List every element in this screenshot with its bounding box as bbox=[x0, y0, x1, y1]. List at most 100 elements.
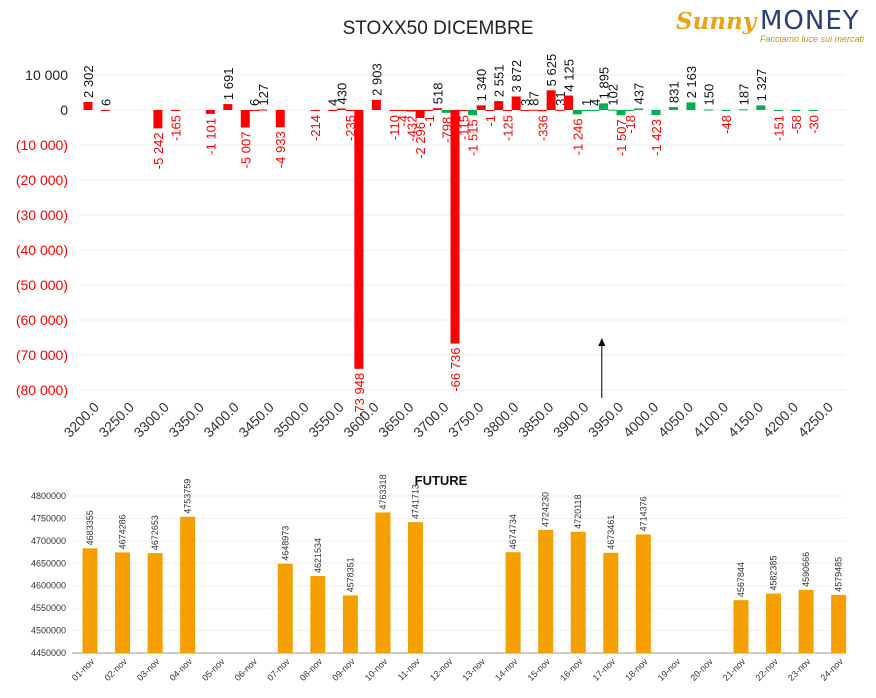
x-tick-label: 21-nov bbox=[721, 656, 748, 683]
future-bar bbox=[375, 512, 391, 653]
bar bbox=[240, 110, 250, 128]
bar-label: 1 691 bbox=[221, 68, 236, 101]
bar-label: -30 bbox=[806, 115, 821, 134]
future-bar-label: 4683355 bbox=[85, 510, 95, 545]
x-tick-label: 19-nov bbox=[656, 656, 683, 683]
future-bar-label: 4590666 bbox=[801, 552, 811, 587]
bar-label: -58 bbox=[789, 115, 804, 134]
bar bbox=[625, 110, 635, 111]
x-tick-label: 24-nov bbox=[819, 656, 846, 683]
future-bar bbox=[82, 548, 98, 653]
y-tick-label: 4800000 bbox=[31, 491, 66, 501]
bar bbox=[599, 103, 609, 110]
future-bar bbox=[831, 594, 847, 653]
x-tick-label: 11-nov bbox=[396, 656, 422, 682]
bar-label: -432 bbox=[404, 116, 419, 142]
bar bbox=[336, 108, 346, 110]
future-bar-label: 4582385 bbox=[769, 556, 779, 591]
y-tick-label: (50 000) bbox=[16, 277, 68, 293]
bar bbox=[756, 105, 766, 110]
future-bar-label: 4673461 bbox=[606, 515, 616, 550]
bar bbox=[607, 109, 617, 111]
bar bbox=[572, 110, 582, 115]
future-bar bbox=[180, 516, 196, 653]
future-title: FUTURE bbox=[415, 473, 468, 488]
bar bbox=[537, 110, 547, 112]
future-bar-label: 4674286 bbox=[118, 514, 128, 549]
bar bbox=[564, 95, 574, 110]
bar bbox=[345, 110, 355, 111]
bar bbox=[590, 109, 600, 111]
bar-label: 2 551 bbox=[492, 65, 507, 98]
y-tick-label: (20 000) bbox=[16, 172, 68, 188]
bar-label: 1 340 bbox=[474, 69, 489, 102]
bar-label: 4 bbox=[326, 99, 341, 106]
bar bbox=[494, 101, 504, 110]
bar-label: 1 327 bbox=[754, 69, 769, 102]
x-tick-label: 07-nov bbox=[265, 656, 292, 683]
bar-label: 430 bbox=[334, 83, 349, 105]
future-bar-label: 4674734 bbox=[508, 514, 518, 549]
bar bbox=[424, 110, 434, 111]
bar-label: 518 bbox=[431, 82, 446, 104]
bar bbox=[170, 110, 180, 111]
bar bbox=[406, 110, 416, 112]
bar-label: 4 bbox=[588, 99, 603, 106]
x-tick-label: 12-nov bbox=[428, 656, 455, 683]
bar-label: -125 bbox=[500, 115, 515, 141]
bar bbox=[686, 102, 696, 110]
future-bar-label: 4724230 bbox=[541, 492, 551, 527]
y-tick-label: 4600000 bbox=[31, 581, 66, 591]
bar-label: 102 bbox=[605, 84, 620, 106]
future-bar bbox=[766, 593, 782, 653]
y-tick-label: 4650000 bbox=[31, 558, 66, 568]
y-tick-label: (80 000) bbox=[16, 382, 68, 398]
y-tick-label: 4750000 bbox=[31, 513, 66, 523]
y-tick-label: (60 000) bbox=[16, 312, 68, 328]
bar bbox=[616, 110, 626, 116]
bar bbox=[441, 110, 451, 113]
bar-label: 1 bbox=[579, 99, 594, 106]
future-bar-label: 4714376 bbox=[638, 496, 648, 531]
x-tick-label: 06-nov bbox=[233, 656, 260, 683]
bar-label: -165 bbox=[168, 115, 183, 141]
bar bbox=[485, 110, 495, 111]
bar-label: 6 bbox=[98, 99, 113, 106]
bar-label: 1 895 bbox=[597, 67, 612, 100]
future-bar-label: 4720118 bbox=[573, 494, 583, 528]
x-tick-label: 16-nov bbox=[558, 656, 585, 683]
bar bbox=[328, 109, 338, 111]
bar bbox=[476, 105, 486, 110]
y-tick-label: (30 000) bbox=[16, 207, 68, 223]
bar bbox=[153, 110, 163, 129]
x-tick-label: 15-nov bbox=[526, 656, 553, 683]
future-bar bbox=[733, 600, 749, 653]
bar-label: 2 302 bbox=[81, 65, 96, 98]
bar bbox=[205, 110, 215, 114]
future-bar bbox=[310, 576, 326, 653]
bar-label: -115 bbox=[457, 115, 472, 140]
y-tick-label: 4500000 bbox=[31, 626, 66, 636]
sunny-money-logo: Sunny MONEY Facciamo luce sui mercati bbox=[676, 6, 871, 46]
x-tick-label: 20-nov bbox=[688, 656, 715, 683]
bar bbox=[371, 99, 381, 110]
bar bbox=[249, 109, 259, 111]
bar bbox=[258, 109, 268, 111]
bar bbox=[398, 110, 408, 111]
bar-label: -110 bbox=[387, 115, 402, 140]
bar-label: 5 625 bbox=[544, 54, 559, 87]
x-tick-label: 17-nov bbox=[591, 656, 618, 683]
bar-label: 2 903 bbox=[369, 63, 384, 96]
x-tick-label: 08-nov bbox=[298, 656, 325, 683]
logo-main: MONEY bbox=[760, 6, 860, 36]
bar bbox=[520, 109, 530, 111]
bar-label: 127 bbox=[256, 84, 271, 106]
bar-label: -1 423 bbox=[649, 119, 664, 156]
bar bbox=[634, 108, 643, 110]
bar-label: -1 515 bbox=[465, 119, 480, 156]
x-tick-label: 13-nov bbox=[460, 656, 487, 683]
x-tick-label: 10-nov bbox=[363, 656, 390, 683]
bar-label: -1 bbox=[483, 115, 498, 127]
bar-label: -4 bbox=[396, 115, 411, 127]
